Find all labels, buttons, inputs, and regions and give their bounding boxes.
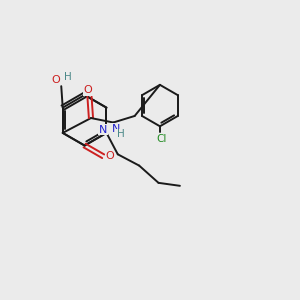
Text: O: O	[52, 75, 60, 85]
Text: H: H	[64, 72, 72, 82]
Text: O: O	[105, 151, 114, 161]
Text: H: H	[116, 129, 124, 140]
Text: O: O	[84, 85, 92, 95]
Text: N: N	[112, 124, 120, 134]
Text: Cl: Cl	[156, 134, 167, 144]
Text: N: N	[99, 125, 107, 135]
